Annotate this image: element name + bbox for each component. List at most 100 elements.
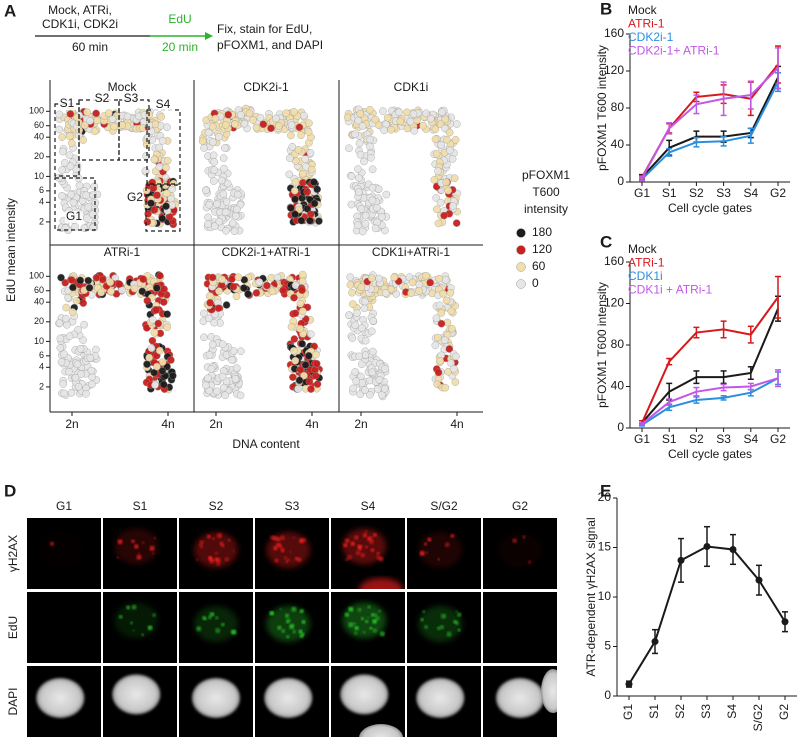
scatter-dot bbox=[86, 117, 94, 125]
focus bbox=[343, 542, 348, 548]
focus bbox=[132, 629, 135, 632]
x-axis-label: Cell cycle gates bbox=[668, 201, 752, 215]
micrograph-content bbox=[418, 531, 463, 568]
focus bbox=[378, 609, 382, 613]
scatter-dot bbox=[287, 204, 295, 212]
scatter-dot bbox=[287, 323, 296, 331]
focus bbox=[134, 544, 139, 549]
scatter-dot bbox=[298, 286, 306, 295]
scatter-dot bbox=[204, 220, 212, 228]
scatter-dot bbox=[55, 110, 64, 119]
scatter-dot bbox=[361, 211, 370, 220]
x-tick-label: 2n bbox=[209, 417, 222, 431]
nucleus-glow bbox=[342, 528, 387, 565]
focus bbox=[208, 615, 212, 620]
scatter-dot bbox=[60, 389, 69, 398]
column-label: G1 bbox=[56, 499, 72, 513]
scatter-dot bbox=[307, 330, 315, 338]
scatter-dot bbox=[222, 198, 231, 206]
scatter-dot bbox=[217, 176, 226, 185]
scatter-dot bbox=[434, 368, 443, 377]
point bbox=[729, 545, 737, 553]
scatter-dot bbox=[431, 125, 440, 134]
scatter-dot bbox=[369, 347, 377, 356]
scatter-dot bbox=[380, 385, 389, 393]
focus bbox=[298, 629, 303, 634]
scatter-dot bbox=[67, 190, 75, 199]
scatter-dot bbox=[57, 358, 66, 366]
y-tick-label: 0 bbox=[617, 420, 624, 434]
scatter-dot bbox=[93, 116, 102, 125]
scatter-dot bbox=[158, 367, 167, 375]
x-tick-label: S2 bbox=[689, 432, 704, 446]
scatter-dot bbox=[65, 151, 74, 159]
scatter-dot bbox=[368, 368, 376, 377]
y-axis-label: pFOXM1 T600 intensity bbox=[595, 45, 609, 171]
scatter-dot bbox=[298, 277, 307, 286]
y-tick-label: 4 bbox=[39, 197, 44, 207]
focus bbox=[300, 608, 305, 613]
scatter-dot bbox=[273, 273, 282, 282]
focus bbox=[360, 553, 365, 558]
scatter-dot bbox=[355, 139, 364, 148]
scatter-dot bbox=[141, 167, 150, 175]
point bbox=[677, 556, 685, 564]
scatter-dot bbox=[92, 345, 100, 354]
plot-title: Mock bbox=[108, 80, 138, 94]
column-label: S2 bbox=[209, 499, 224, 513]
scatter-dot bbox=[446, 289, 455, 297]
scatter-dot bbox=[358, 122, 367, 130]
focus bbox=[437, 626, 440, 629]
scatter-dot bbox=[245, 109, 254, 118]
scatter-dot bbox=[381, 365, 389, 373]
scatter-dot bbox=[229, 282, 238, 291]
legend-label: Mock bbox=[628, 242, 658, 256]
scatter-dot bbox=[290, 293, 298, 302]
scatter-dot bbox=[426, 278, 434, 287]
scatter-dot bbox=[422, 109, 431, 118]
legend-swatch bbox=[516, 245, 526, 255]
scatter-dot bbox=[221, 144, 229, 152]
y-tick-label: 20 bbox=[598, 490, 612, 504]
focus bbox=[453, 620, 457, 624]
nucleus bbox=[496, 677, 544, 718]
legend-label: CDK2i-1+ ATRi-1 bbox=[628, 44, 720, 58]
scatter-dot bbox=[371, 115, 380, 124]
x-tick-label: S2 bbox=[689, 186, 704, 200]
scatter-dot bbox=[72, 297, 81, 305]
y-tick-label: 4 bbox=[39, 362, 44, 372]
scatter-dot bbox=[368, 196, 377, 205]
x-tick-label: S3 bbox=[716, 186, 731, 200]
protocol-text: pFOXM1, and DAPI bbox=[217, 38, 323, 52]
series-line bbox=[628, 545, 786, 685]
focus bbox=[420, 618, 424, 622]
scatter-dot bbox=[60, 350, 68, 358]
protocol-text: Mock, ATRi, bbox=[48, 3, 112, 17]
focus bbox=[286, 635, 290, 639]
scatter-dot bbox=[208, 122, 217, 131]
scatter-dot bbox=[110, 122, 118, 131]
micrograph-content bbox=[496, 669, 557, 718]
scatter-dot bbox=[210, 166, 219, 174]
scatter-dot bbox=[448, 324, 456, 333]
focus bbox=[224, 557, 229, 562]
protocol-text: EdU bbox=[168, 12, 191, 26]
scatter-dot bbox=[378, 213, 386, 221]
series-line bbox=[641, 81, 779, 180]
focus bbox=[301, 620, 306, 624]
scatter-dot bbox=[439, 289, 448, 298]
scatter-dot bbox=[236, 391, 245, 400]
y-tick-label: 40 bbox=[34, 132, 44, 142]
scatter-dot bbox=[441, 383, 450, 392]
focus bbox=[455, 610, 458, 613]
scatter-dot bbox=[215, 217, 224, 226]
scatter-dot bbox=[358, 324, 366, 333]
scatter-dot bbox=[374, 185, 383, 193]
focus bbox=[195, 558, 199, 562]
focus bbox=[273, 545, 278, 551]
gate-label-bg bbox=[154, 99, 172, 111]
row-label: EdU bbox=[6, 616, 20, 639]
focus bbox=[153, 537, 156, 540]
focus bbox=[281, 629, 286, 633]
scatter-dot bbox=[282, 109, 290, 117]
